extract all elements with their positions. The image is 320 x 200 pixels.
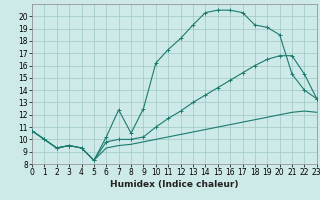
X-axis label: Humidex (Indice chaleur): Humidex (Indice chaleur) bbox=[110, 180, 239, 189]
